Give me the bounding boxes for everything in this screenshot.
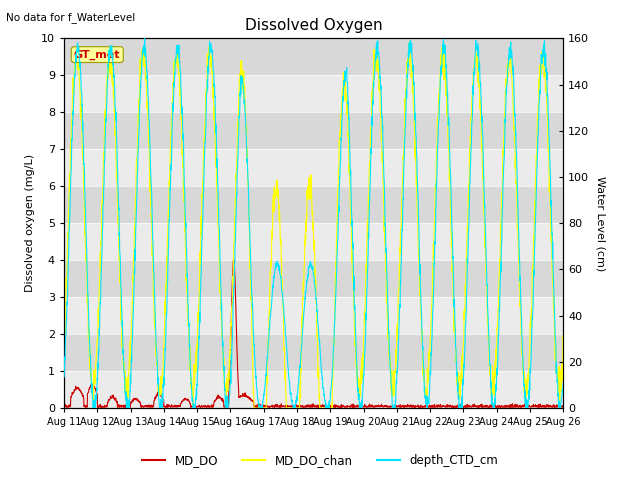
- Bar: [64, 371, 563, 408]
- Bar: [64, 223, 563, 260]
- Legend: MD_DO, MD_DO_chan, depth_CTD_cm: MD_DO, MD_DO_chan, depth_CTD_cm: [137, 449, 503, 472]
- Bar: [64, 112, 563, 149]
- Bar: [64, 334, 563, 371]
- Text: GT_met: GT_met: [74, 49, 120, 60]
- Bar: [64, 297, 563, 334]
- Bar: [64, 149, 563, 186]
- Bar: [64, 260, 563, 297]
- Y-axis label: Dissolved oxygen (mg/L): Dissolved oxygen (mg/L): [26, 154, 35, 292]
- Title: Dissolved Oxygen: Dissolved Oxygen: [244, 18, 383, 33]
- Y-axis label: Water Level (cm): Water Level (cm): [596, 176, 606, 271]
- Bar: [64, 75, 563, 112]
- Text: No data for f_WaterLevel: No data for f_WaterLevel: [6, 12, 136, 23]
- Bar: [64, 186, 563, 223]
- Bar: [64, 38, 563, 75]
